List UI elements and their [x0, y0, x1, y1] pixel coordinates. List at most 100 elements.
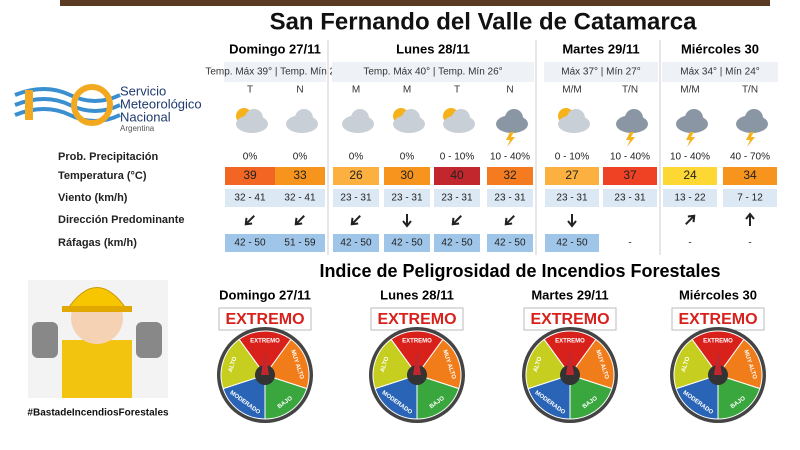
cell-bg — [434, 234, 480, 252]
cloud — [625, 109, 643, 127]
cloud — [685, 109, 703, 127]
cell-bg — [723, 189, 777, 207]
period: M/M — [562, 85, 581, 96]
gauge-label: EXTREMO — [402, 339, 432, 345]
gauge-needle — [566, 349, 574, 375]
cell-bg — [384, 167, 430, 185]
cell-value: 42 - 50 — [391, 238, 423, 249]
summary-band — [662, 62, 778, 82]
fire-title: Indice de Peligrosidad de Incendios Fore… — [319, 261, 720, 281]
cell-value: 0 - 10% — [440, 152, 475, 163]
cell-bg — [545, 234, 599, 252]
gauge-sector — [717, 338, 763, 390]
cell-value: 40 — [450, 168, 464, 182]
cloud — [567, 109, 585, 127]
cloud — [245, 109, 263, 127]
cell-bg — [663, 167, 717, 185]
gauge-label: ALTO — [533, 356, 544, 373]
cell-bg — [434, 167, 480, 185]
cell-bg — [434, 189, 480, 207]
wind-arrow — [504, 215, 515, 226]
gauge-sector — [222, 374, 266, 420]
row-label: Dirección Predominante — [58, 214, 185, 226]
cell-value: 13 - 22 — [674, 193, 706, 204]
wind-arrow — [244, 215, 255, 226]
gauge-sector — [416, 338, 462, 390]
cell-bg — [333, 167, 379, 185]
title: San Fernando del Valle de Catamarca — [270, 8, 697, 35]
day-name: Martes 29/11 — [562, 41, 639, 56]
cloud — [402, 109, 420, 127]
cell-value: 23 - 31 — [391, 193, 423, 204]
cell-bg — [225, 167, 275, 185]
cell-value: 34 — [743, 168, 757, 182]
gauge-sector — [673, 338, 719, 390]
day-summary: Máx 34° | Mín 24° — [680, 67, 760, 78]
cell-value: 51 - 59 — [284, 238, 316, 249]
lightning — [506, 132, 515, 147]
cell-bg — [603, 167, 657, 185]
firefighter-illustration — [28, 280, 168, 398]
cell-value: - — [688, 238, 691, 249]
level-text: EXTREMO — [678, 311, 757, 328]
day-name: Lunes 28/11 — [396, 41, 470, 56]
lightning — [626, 132, 635, 147]
cloud — [745, 109, 763, 127]
row-label: Ráfagas (km/h) — [58, 237, 137, 249]
gauge-sector — [220, 338, 266, 390]
cell-bg — [275, 234, 325, 252]
wind-arrow — [350, 215, 361, 226]
cell-value: 27 — [565, 168, 579, 182]
cell-bg — [723, 167, 777, 185]
summary-band — [224, 62, 326, 82]
fire-day: Domingo 27/11 — [219, 287, 311, 302]
day-name: Miércoles 30 — [681, 41, 759, 56]
wind-arrow — [294, 215, 305, 226]
gauge-sector — [569, 338, 615, 390]
day-summary: Temp. Máx 40° | Temp. Mín 26° — [363, 67, 502, 78]
wind-arrow — [745, 212, 755, 226]
cell-value: 42 - 50 — [234, 238, 266, 249]
cell-value: 32 - 41 — [284, 193, 316, 204]
cell-value: 42 - 50 — [494, 238, 526, 249]
level-text: EXTREMO — [530, 311, 609, 328]
cell-value: 32 — [503, 168, 517, 182]
cell-bg — [275, 189, 325, 207]
cell-value: 42 - 50 — [556, 238, 588, 249]
day-summary: Máx 37° | Mín 27° — [561, 67, 641, 78]
cell-bg — [384, 234, 430, 252]
hashtag: #BastadeIncendiosForestales — [27, 408, 169, 419]
cell-value: 0 - 10% — [555, 152, 590, 163]
gauge-sector — [416, 374, 460, 420]
gauge-label: ALTO — [681, 356, 692, 373]
gauge-sector — [264, 338, 310, 390]
gauge-label: EXTREMO — [250, 339, 280, 345]
period: M — [352, 85, 360, 96]
cell-value: 23 - 31 — [614, 193, 646, 204]
cell-value: 32 - 41 — [234, 193, 266, 204]
gauge-label: EXTREMO — [703, 339, 733, 345]
cloud — [505, 109, 523, 127]
cell-value: 0% — [243, 152, 258, 163]
period: N — [296, 85, 303, 96]
cell-value: 40 - 70% — [730, 152, 770, 163]
cell-bg — [487, 189, 533, 207]
smn-logo — [14, 84, 121, 126]
summary-band — [332, 62, 534, 82]
gauge-sector — [569, 374, 613, 420]
weather-icon — [393, 108, 425, 133]
summary-band — [544, 62, 658, 82]
cell-value: 42 - 50 — [441, 238, 473, 249]
fire-day: Lunes 28/11 — [380, 287, 454, 302]
lightning — [686, 132, 695, 147]
weather-icon — [236, 108, 268, 133]
level-text: EXTREMO — [377, 311, 456, 328]
cell-value: 23 - 31 — [494, 193, 526, 204]
cell-value: 7 - 12 — [737, 193, 763, 204]
gauge-label: ALTO — [380, 356, 391, 373]
cell-bg — [603, 189, 657, 207]
weather-icon — [676, 109, 708, 147]
weather-icon — [558, 108, 590, 133]
cell-value: 0% — [293, 152, 308, 163]
cell-value: 33 — [293, 168, 307, 182]
